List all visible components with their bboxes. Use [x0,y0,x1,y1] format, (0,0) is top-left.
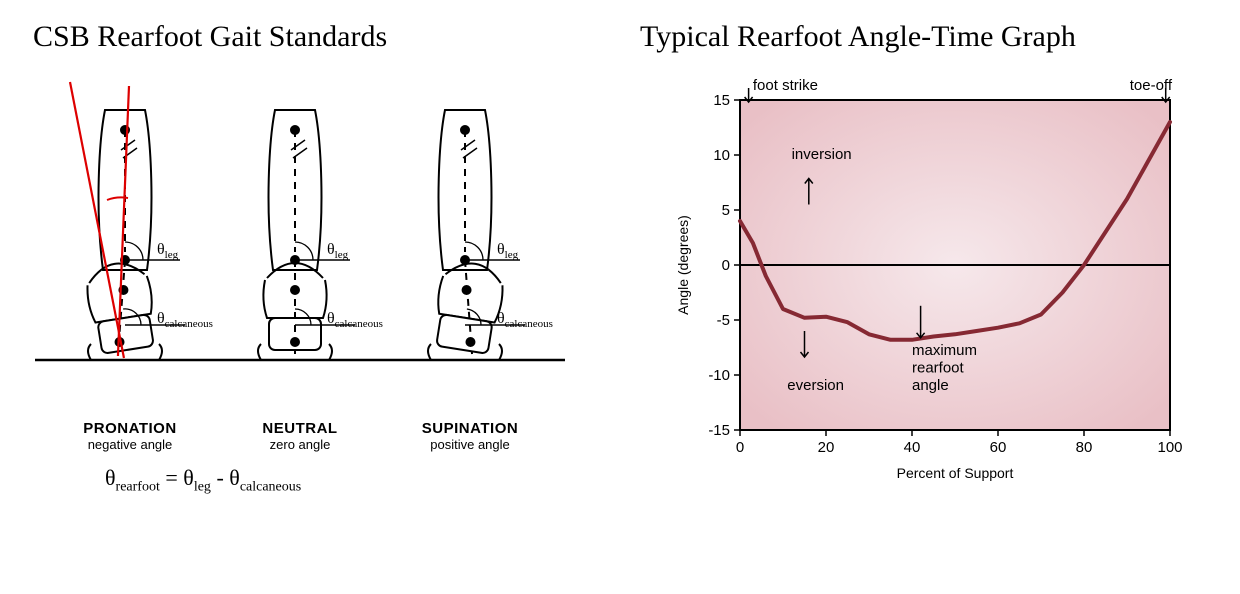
caption-supination-name: SUPINATION [410,420,530,437]
formula-t2: θ [229,465,240,490]
svg-text:eversion: eversion [787,377,844,394]
svg-text:θcalcaneous: θcalcaneous [497,310,553,330]
rearfoot-diagram: θleg θcalcaneous θleg θcalcaneous θleg θcalca… [25,80,585,430]
formula-lhs-sub: rearfoot [116,479,160,494]
svg-text:foot strike: foot strike [753,77,818,94]
formula-t2-sub: calcaneous [240,479,301,494]
svg-text:40: 40 [904,439,921,456]
caption-neutral-sub: zero angle [240,437,360,452]
svg-text:10: 10 [713,147,730,164]
svg-text:80: 80 [1076,439,1093,456]
svg-text:-15: -15 [708,422,730,439]
caption-neutral: NEUTRAL zero angle [240,420,360,452]
svg-text:θcalcaneous: θcalcaneous [157,310,213,330]
caption-neutral-name: NEUTRAL [240,420,360,437]
caption-supination: SUPINATION positive angle [410,420,530,452]
svg-text:Percent of Support: Percent of Support [897,465,1014,481]
svg-text:θcalcaneous: θcalcaneous [327,310,383,330]
svg-text:Angle (degrees): Angle (degrees) [675,215,691,315]
svg-text:θleg: θleg [157,241,179,261]
formula-t1-sub: leg [194,479,211,494]
svg-text:20: 20 [818,439,835,456]
caption-pronation-name: PRONATION [70,420,190,437]
svg-text:θleg: θleg [327,241,349,261]
svg-text:-5: -5 [717,312,730,329]
rearfoot-formula: θrearfoot = θleg - θcalcaneous [105,465,301,495]
svg-text:rearfoot: rearfoot [912,360,965,377]
svg-text:100: 100 [1157,439,1182,456]
formula-minus: - [216,465,229,490]
svg-text:60: 60 [990,439,1007,456]
formula-eq: = [165,465,183,490]
left-title: CSB Rearfoot Gait Standards [33,20,387,54]
svg-text:-10: -10 [708,367,730,384]
caption-pronation: PRONATION negative angle [70,420,190,452]
svg-text:θleg: θleg [497,241,519,261]
svg-text:maximum: maximum [912,342,977,359]
angle-time-chart: -15 -10 -5 0 5 10 15 0 20 40 60 80 100 Percent of Sup… [670,70,1190,490]
formula-t1: θ [183,465,194,490]
svg-text:angle: angle [912,377,949,394]
svg-text:15: 15 [713,92,730,109]
svg-text:inversion: inversion [792,146,852,163]
svg-text:0: 0 [736,439,744,456]
formula-lhs: θ [105,465,116,490]
svg-text:0: 0 [722,257,730,274]
svg-text:5: 5 [722,202,730,219]
caption-supination-sub: positive angle [410,437,530,452]
caption-pronation-sub: negative angle [70,437,190,452]
right-title: Typical Rearfoot Angle-Time Graph [640,20,1076,54]
